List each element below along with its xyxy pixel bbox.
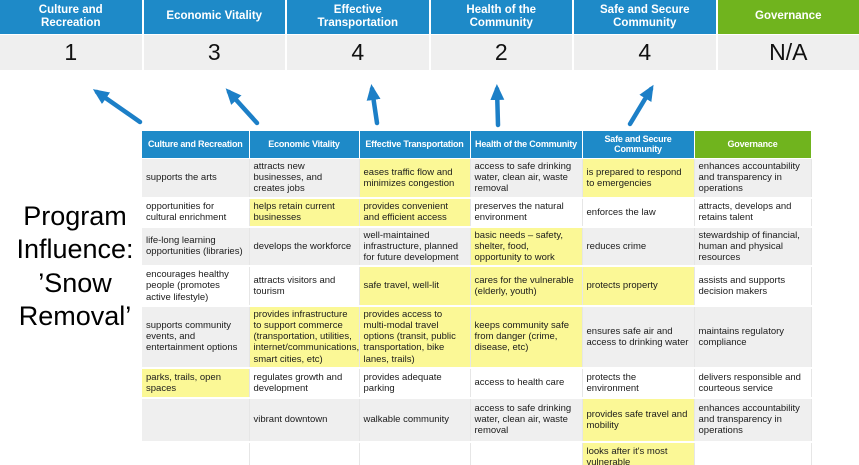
matrix-header-health-of-the-community: Health of the Community [470,131,583,159]
scoreboard-score-safe-and-secure-community: 4 [574,35,716,70]
matrix-cell-r8c3 [359,441,471,465]
scoreboard-col-safe-and-secure-community: Safe and Secure Community 4 [574,0,716,70]
arrow-safe-icon [627,84,654,127]
matrix-cell-r4c3: safe travel, well-lit [359,266,471,307]
matrix-cell-r4c2: attracts visitors and tourism [249,266,360,307]
matrix-cell-r7c1 [142,397,250,443]
scoreboard-score-health-of-the-community: 2 [430,35,572,70]
matrix-header-economic-vitality: Economic Vitality [249,131,360,159]
matrix-cell-r6c5: protects the environment [582,367,695,399]
matrix-header-effective-transportation: Effective Transportation [359,131,471,159]
matrix-cell-r7c6: enhances accountability and transparency… [694,397,812,443]
matrix-cell-r4c6: assists and supports decision makers [694,266,812,307]
scoreboard: Culture and Recreation 1 Economic Vitality… [0,0,859,70]
matrix-cell-r2c4: preserves the natural environment [470,197,583,228]
matrix-cell-r7c4: access to safe drinking water, clean air… [470,397,583,443]
matrix-cell-r2c5: enforces the law [582,197,695,228]
arrow-transportation-icon [366,84,381,126]
matrix-cell-r3c1: life-long learning opportunities (librar… [142,226,250,268]
scoreboard-col-governance: Governance N/A [717,0,859,70]
matrix-cell-r3c3: well-maintained infrastructure, planned … [359,226,471,268]
matrix-cell-r6c3: provides adequate parking [359,367,471,399]
matrix-cell-r3c6: stewardship of financial, human and phys… [694,226,812,268]
matrix-header-governance: Governance [694,131,812,159]
scoreboard-score-governance: N/A [717,35,859,70]
scoreboard-header-culture-and-recreation: Culture and Recreation [0,0,142,34]
matrix-cell-r1c4: access to safe drinking water, clean air… [470,158,583,199]
matrix-cell-r7c5: provides safe travel and mobility [582,397,695,443]
matrix-cell-r2c1: opportunities for cultural enrichment [142,197,250,228]
program-influence-title: Program Influence: ’Snow Removal’ [16,201,134,332]
matrix-cell-r1c3: eases traffic flow and minimizes congest… [359,158,471,199]
matrix-cell-r6c1: parks, trails, open spaces [142,367,250,399]
scoreboard-header-safe-and-secure-community: Safe and Secure Community [574,0,716,34]
influence-matrix: Culture and Recreation Economic Vitality E… [142,131,812,465]
scoreboard-header-effective-transportation: Effective Transportation [287,0,429,34]
matrix-cell-r3c5: reduces crime [582,226,695,268]
arrow-economic-icon [225,88,260,126]
matrix-cell-r1c2: attracts new businesses, and creates job… [249,158,360,199]
matrix-header-culture-and-recreation: Culture and Recreation [142,131,250,159]
scoreboard-col-effective-transportation: Effective Transportation 4 [287,0,429,70]
matrix-cell-r1c5: is prepared to respond to emergencies [582,158,695,199]
arrow-health-icon [490,84,505,128]
scoreboard-col-health-of-the-community: Health of the Community 2 [430,0,572,70]
matrix-cell-r2c2: helps retain current businesses [249,197,360,228]
matrix-cell-r2c3: provides convenient and efficient access [359,197,471,228]
matrix-row-7: vibrant downtown walkable community access… [142,397,812,443]
matrix-row-6: parks, trails, open spaces regulates grow… [142,367,812,399]
matrix-cell-r4c1: encourages healthy people (promotes acti… [142,266,250,307]
scoreboard-score-culture-and-recreation: 1 [0,35,142,70]
matrix-cell-r4c4: cares for the vulnerable (elderly, youth… [470,266,583,307]
matrix-row-4: encourages healthy people (promotes acti… [142,266,812,307]
matrix-cell-r5c3: provides access to multi-modal travel op… [359,305,471,369]
matrix-cell-r8c5: looks after it's most vulnerable [582,441,695,465]
matrix-cell-r1c6: enhances accountability and transparency… [694,158,812,199]
matrix-cell-r2c6: attracts, develops and retains talent [694,197,812,228]
matrix-row-3: life-long learning opportunities (librar… [142,226,812,268]
matrix-cell-r5c5: ensures safe air and access to drinking … [582,305,695,369]
matrix-cell-r8c6 [694,441,812,465]
matrix-cell-r4c5: protects property [582,266,695,307]
arrow-culture-icon [92,89,143,125]
scoreboard-col-culture-and-recreation: Culture and Recreation 1 [0,0,142,70]
matrix-header-row: Culture and Recreation Economic Vitality E… [142,131,812,159]
matrix-cell-r8c4 [470,441,583,465]
influence-matrix-table: Culture and Recreation Economic Vitality E… [142,131,812,465]
scoreboard-header-health-of-the-community: Health of the Community [430,0,572,34]
scoreboard-score-effective-transportation: 4 [287,35,429,70]
matrix-cell-r5c6: maintains regulatory compliance [694,305,812,369]
matrix-cell-r5c1: supports community events, and entertain… [142,305,250,369]
influence-arrows [92,84,654,128]
matrix-cell-r7c3: walkable community [359,397,471,443]
matrix-row-1: supports the arts attracts new businesses… [142,158,812,199]
matrix-cell-r5c4: keeps community safe from danger (crime,… [470,305,583,369]
matrix-cell-r8c2 [249,441,360,465]
scoreboard-header-economic-vitality: Economic Vitality [143,0,285,34]
matrix-cell-r7c2: vibrant downtown [249,397,360,443]
scoreboard-col-economic-vitality: Economic Vitality 3 [143,0,285,70]
matrix-cell-r5c2: provides infrastructure to support comme… [249,305,360,369]
matrix-cell-r1c1: supports the arts [142,158,250,199]
matrix-cell-r3c2: develops the workforce [249,226,360,268]
matrix-cell-r6c4: access to health care [470,367,583,399]
matrix-cell-r8c1 [142,441,250,465]
scoreboard-score-economic-vitality: 3 [143,35,285,70]
scoreboard-header-governance: Governance [717,0,859,34]
matrix-row-2: opportunities for cultural enrichment hel… [142,197,812,228]
matrix-cell-r6c6: delivers responsible and courteous servi… [694,367,812,399]
matrix-cell-r6c2: regulates growth and development [249,367,360,399]
matrix-row-5: supports community events, and entertain… [142,305,812,369]
matrix-cell-r3c4: basic needs – safety, shelter, food, opp… [470,226,583,268]
matrix-header-safe-and-secure-community: Safe and Secure Community [582,131,695,159]
matrix-row-8: looks after it's most vulnerable [142,441,812,465]
